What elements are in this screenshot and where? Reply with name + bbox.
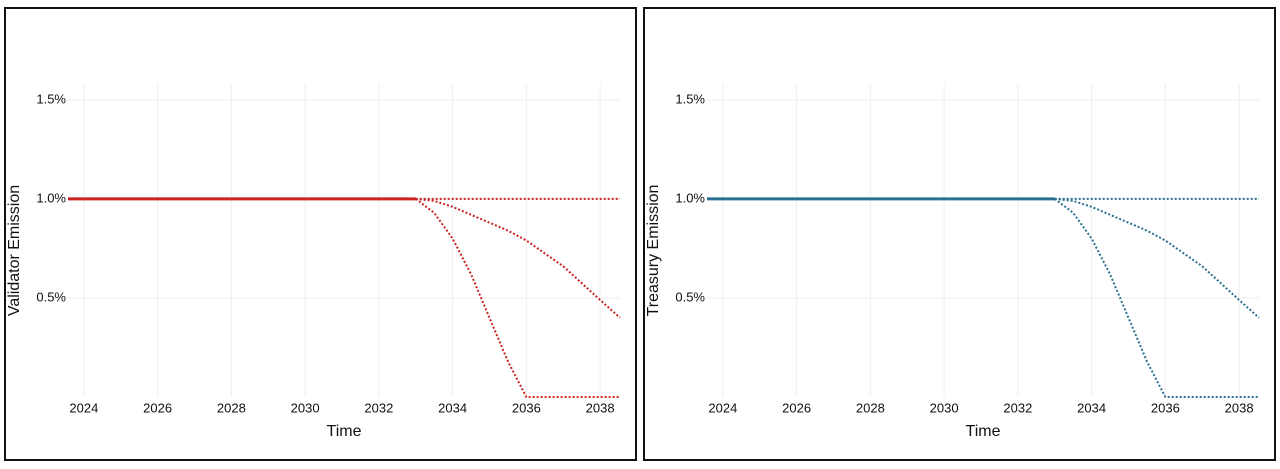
x-axis-title: Time bbox=[327, 423, 362, 440]
y-axis-title: Validator Emission bbox=[6, 185, 23, 316]
x-tick-label: 2034 bbox=[1077, 400, 1106, 415]
x-tick-label: 2024 bbox=[708, 400, 737, 415]
x-tick-label: 2024 bbox=[69, 400, 98, 415]
panel-frame bbox=[4, 7, 637, 461]
x-tick-label: 2036 bbox=[1151, 400, 1180, 415]
x-tick-label: 2036 bbox=[512, 400, 541, 415]
y-tick-label: 1.5% bbox=[36, 91, 66, 106]
series-line bbox=[415, 197, 621, 319]
series-line bbox=[1054, 198, 1259, 398]
panel-frame bbox=[643, 7, 1276, 461]
x-tick-label: 2026 bbox=[782, 400, 811, 415]
series-line bbox=[1054, 197, 1260, 319]
x-tick-label: 2030 bbox=[291, 400, 320, 415]
x-tick-label: 2028 bbox=[217, 400, 246, 415]
x-tick-label: 2028 bbox=[856, 400, 885, 415]
x-tick-label: 2038 bbox=[1225, 400, 1254, 415]
chart: 2024 2026 2028 2030 2032 2034 2036 2038 0.5% 1.0%… bbox=[6, 84, 621, 440]
series-line bbox=[415, 198, 620, 398]
y-axis-title: Treasury Emission bbox=[645, 185, 662, 317]
x-tick-label: 2034 bbox=[438, 400, 467, 415]
x-axis-title: Time bbox=[966, 423, 1001, 440]
y-tick-label: 0.5% bbox=[36, 289, 66, 304]
x-tick-label: 2032 bbox=[1003, 400, 1032, 415]
chart: 2024 2026 2028 2030 2032 2034 2036 2038 0.5% 1.0%… bbox=[645, 84, 1260, 440]
x-tick-label: 2026 bbox=[143, 400, 172, 415]
y-tick-label: 1.0% bbox=[675, 190, 705, 205]
x-tick-label: 2038 bbox=[586, 400, 615, 415]
y-tick-label: 0.5% bbox=[675, 289, 705, 304]
y-tick-label: 1.0% bbox=[36, 190, 66, 205]
x-tick-label: 2030 bbox=[930, 400, 959, 415]
y-tick-label: 1.5% bbox=[675, 91, 705, 106]
x-tick-label: 2032 bbox=[364, 400, 393, 415]
